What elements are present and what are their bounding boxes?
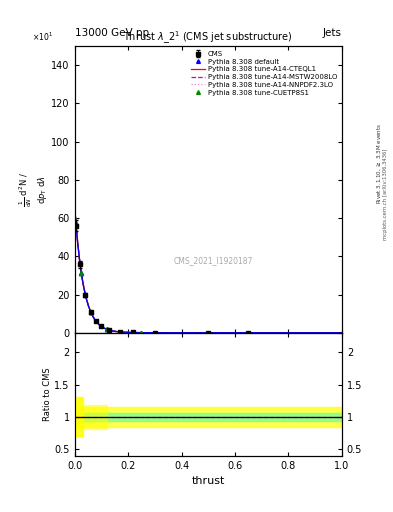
Pythia 8.308 tune-A14-CTEQL1 — [73, 207, 77, 214]
Pythia 8.308 tune-A14-CTEQL1 — [195, 330, 200, 336]
Pythia 8.308 tune-CUETP8S1 — [139, 330, 144, 336]
Pythia 8.308 tune-CUETP8S1 — [73, 220, 78, 226]
Pythia 8.308 tune-A14-CTEQL1 — [202, 330, 207, 336]
Line: Pythia 8.308 default: Pythia 8.308 default — [74, 222, 250, 335]
Pythia 8.308 tune-CUETP8S1 — [79, 270, 84, 276]
Title: Thrust $\lambda\_2^1$ (CMS jet substructure): Thrust $\lambda\_2^1$ (CMS jet substruct… — [123, 30, 293, 46]
Line: Pythia 8.308 tune-A14-CTEQL1: Pythia 8.308 tune-A14-CTEQL1 — [75, 210, 342, 333]
Bar — [75, 407, 342, 426]
Text: mcplots.cern.ch [arXiv:1306.3436]: mcplots.cern.ch [arXiv:1306.3436] — [383, 149, 387, 240]
Pythia 8.308 default — [105, 326, 109, 332]
Pythia 8.308 default — [73, 221, 78, 227]
Pythia 8.308 tune-A14-MSTW2008LO — [283, 330, 288, 336]
Pythia 8.308 tune-A14-NNPDF2.3LO — [195, 330, 200, 336]
Pythia 8.308 tune-A14-MSTW2008LO — [202, 330, 207, 336]
Pythia 8.308 default — [79, 270, 84, 276]
Line: Pythia 8.308 tune-A14-NNPDF2.3LO: Pythia 8.308 tune-A14-NNPDF2.3LO — [75, 210, 342, 333]
Text: 13000 GeV pp: 13000 GeV pp — [75, 28, 149, 38]
X-axis label: thrust: thrust — [192, 476, 225, 486]
Pythia 8.308 tune-CUETP8S1 — [246, 330, 251, 336]
Pythia 8.308 tune-CUETP8S1 — [88, 309, 93, 315]
Bar — [75, 413, 342, 421]
Pythia 8.308 default — [88, 309, 93, 315]
Legend: CMS, Pythia 8.308 default, Pythia 8.308 tune-A14-CTEQL1, Pythia 8.308 tune-A14-M: CMS, Pythia 8.308 default, Pythia 8.308 … — [189, 50, 338, 97]
Pythia 8.308 tune-A14-NNPDF2.3LO — [340, 330, 344, 336]
Line: Pythia 8.308 tune-CUETP8S1: Pythia 8.308 tune-CUETP8S1 — [74, 221, 250, 335]
Pythia 8.308 tune-A14-NNPDF2.3LO — [86, 303, 91, 309]
Pythia 8.308 tune-CUETP8S1 — [105, 326, 109, 332]
Pythia 8.308 default — [246, 330, 251, 336]
Pythia 8.308 tune-A14-NNPDF2.3LO — [332, 330, 336, 336]
Pythia 8.308 default — [139, 330, 144, 336]
Pythia 8.308 tune-A14-MSTW2008LO — [86, 303, 91, 309]
Pythia 8.308 tune-A14-MSTW2008LO — [195, 330, 200, 336]
Pythia 8.308 tune-A14-NNPDF2.3LO — [283, 330, 288, 336]
Pythia 8.308 tune-A14-MSTW2008LO — [332, 330, 336, 336]
Pythia 8.308 tune-A14-NNPDF2.3LO — [332, 330, 336, 336]
Text: Jets: Jets — [323, 28, 342, 38]
Pythia 8.308 tune-A14-MSTW2008LO — [340, 330, 344, 336]
Pythia 8.308 tune-A14-CTEQL1 — [283, 330, 288, 336]
Pythia 8.308 tune-A14-MSTW2008LO — [332, 330, 336, 336]
Line: Pythia 8.308 tune-A14-MSTW2008LO: Pythia 8.308 tune-A14-MSTW2008LO — [75, 211, 342, 333]
Text: $\times 10^1$: $\times 10^1$ — [32, 31, 53, 43]
Pythia 8.308 tune-A14-CTEQL1 — [86, 303, 91, 309]
Pythia 8.308 tune-A14-CTEQL1 — [340, 330, 344, 336]
Pythia 8.308 tune-A14-CTEQL1 — [332, 330, 336, 336]
Text: Rivet 3.1.10, $\geq$ 3.3M events: Rivet 3.1.10, $\geq$ 3.3M events — [375, 123, 383, 204]
Pythia 8.308 tune-A14-NNPDF2.3LO — [202, 330, 207, 336]
Text: CMS_2021_I1920187: CMS_2021_I1920187 — [174, 257, 253, 266]
Pythia 8.308 tune-A14-MSTW2008LO — [73, 208, 77, 215]
Pythia 8.308 tune-A14-NNPDF2.3LO — [73, 207, 77, 214]
Y-axis label: Ratio to CMS: Ratio to CMS — [43, 368, 51, 421]
Y-axis label: $\frac{1}{\mathrm{d}N}$ $\mathrm{d}^2$N /
$\mathrm{d}p_\mathrm{T}$ $\mathrm{d}\l: $\frac{1}{\mathrm{d}N}$ $\mathrm{d}^2$N … — [17, 172, 48, 207]
Pythia 8.308 tune-A14-CTEQL1 — [332, 330, 336, 336]
